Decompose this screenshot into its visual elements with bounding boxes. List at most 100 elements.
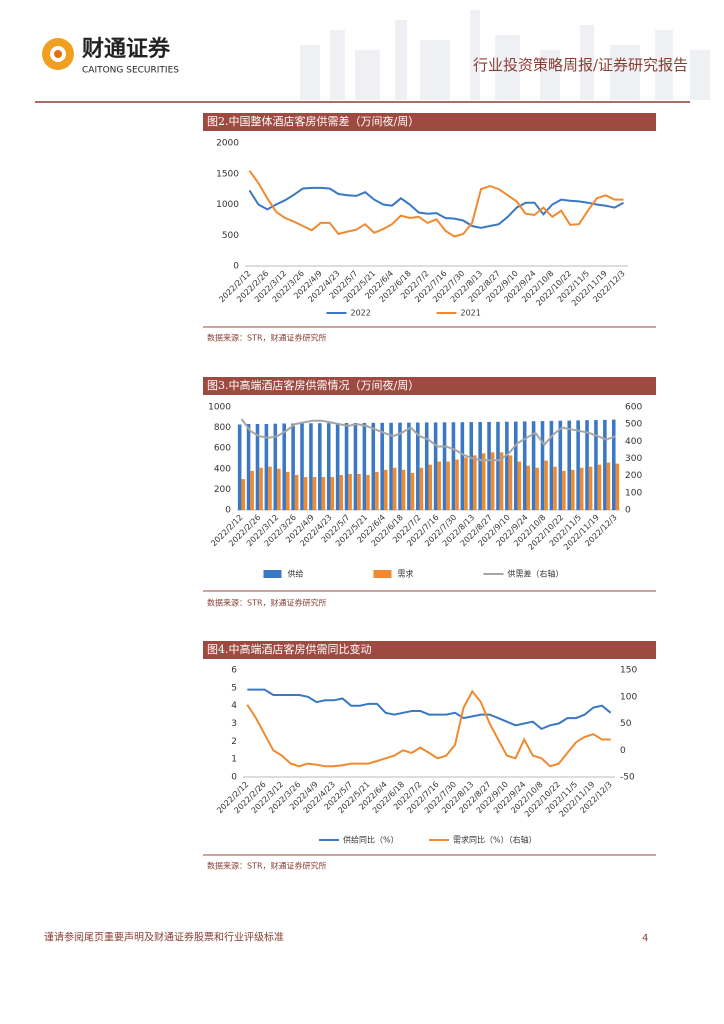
bar	[606, 462, 611, 510]
legend-label: 2021	[461, 309, 481, 318]
y2-tick-label: 100	[625, 488, 642, 498]
logo-icon	[42, 38, 74, 70]
bar	[553, 466, 557, 510]
legend-label: 供给同比（%）	[343, 835, 399, 845]
bar	[389, 422, 393, 510]
y-tick-label: 2	[231, 737, 237, 747]
bar	[291, 423, 295, 510]
bar	[490, 452, 495, 510]
bar	[237, 424, 242, 510]
y-tick-label: 0	[231, 773, 237, 783]
y-tick-label: 200	[214, 485, 231, 495]
y2-tick-label: 150	[620, 666, 637, 676]
bar	[433, 422, 438, 510]
y-tick-label: 400	[214, 464, 231, 474]
bar	[522, 421, 527, 510]
bar	[282, 423, 286, 510]
y-tick-label: 0	[225, 506, 231, 516]
line	[248, 186, 624, 229]
bar	[330, 477, 335, 510]
bar	[375, 471, 379, 510]
bar	[428, 464, 433, 510]
line	[248, 170, 624, 238]
legend-label: 供给	[288, 569, 304, 579]
y-tick-label: 3	[231, 719, 237, 729]
bar	[451, 422, 456, 510]
legend-label: 2022	[351, 309, 371, 318]
bar	[446, 461, 450, 510]
bar	[594, 420, 598, 510]
report-type: 行业投资策略周报/证券研究报告	[473, 56, 688, 74]
legend-swatch	[373, 570, 392, 578]
bar	[366, 474, 370, 510]
bar	[371, 422, 376, 510]
bar	[410, 472, 415, 510]
bar	[505, 421, 509, 510]
bar	[585, 420, 589, 510]
bar	[419, 467, 424, 510]
bar	[535, 467, 539, 510]
bar	[277, 468, 281, 510]
bar	[273, 423, 278, 510]
legend-label: 需求	[398, 569, 414, 579]
y2-tick-label: 200	[625, 471, 642, 481]
bar	[562, 470, 566, 510]
source: 数据来源：STR，财通证券研究所	[207, 598, 327, 608]
bar	[603, 419, 607, 510]
bar	[455, 459, 459, 510]
y2-tick-label: -50	[620, 773, 635, 783]
y-tick-label: 1000	[216, 200, 239, 210]
chart-title: 图3.中高端酒店客房供需情况（万间夜/周）	[207, 378, 419, 392]
source: 数据来源：STR，财通证券研究所	[207, 861, 327, 871]
y-tick-label: 500	[222, 231, 239, 241]
bar	[335, 422, 340, 510]
line	[240, 418, 616, 462]
source: 数据来源：STR，财通证券研究所	[207, 333, 327, 343]
bar	[309, 423, 313, 510]
bar	[611, 419, 616, 510]
legend-label: 需求同比（%）（右轴）	[453, 835, 537, 845]
line	[246, 689, 611, 768]
bar	[579, 467, 584, 510]
bar	[567, 420, 572, 510]
bar	[615, 463, 620, 510]
bar	[312, 477, 317, 510]
legend-label: 供需差（右轴）	[508, 569, 564, 579]
bar	[517, 461, 522, 510]
bar	[294, 474, 299, 510]
bar	[544, 460, 548, 510]
bar	[526, 465, 531, 510]
disclaimer: 谨请参阅尾页重要声明及财通证券股票和行业评级标准	[44, 931, 284, 944]
bar	[259, 467, 263, 510]
y-tick-label: 1500	[216, 169, 239, 179]
bar	[508, 455, 513, 510]
y-tick-label: 0	[233, 262, 239, 272]
bar	[348, 473, 352, 510]
bar	[344, 422, 349, 510]
bar	[416, 422, 420, 510]
header-skyline	[300, 10, 710, 100]
bar	[549, 420, 554, 510]
title-bar	[203, 113, 656, 131]
bar	[487, 421, 491, 510]
y-tick-label: 4	[231, 701, 237, 711]
y2-tick-label: 300	[625, 454, 642, 464]
bar	[357, 473, 361, 510]
title-bar	[203, 641, 656, 659]
line	[247, 688, 612, 731]
y2-tick-label: 0	[625, 506, 631, 516]
y-tick-label: 1	[231, 755, 237, 765]
bar	[380, 422, 384, 510]
y2-tick-label: 600	[625, 403, 642, 413]
bar	[401, 469, 406, 510]
bar	[321, 477, 326, 510]
logo-en: CAITONG SECURITIES	[82, 66, 179, 76]
bar	[264, 423, 269, 510]
bar	[241, 479, 246, 510]
bar	[300, 423, 304, 510]
y-tick-label: 5	[231, 683, 237, 693]
bar	[268, 466, 272, 510]
y2-tick-label: 100	[620, 692, 637, 702]
bar	[478, 422, 482, 510]
bar	[362, 422, 367, 510]
